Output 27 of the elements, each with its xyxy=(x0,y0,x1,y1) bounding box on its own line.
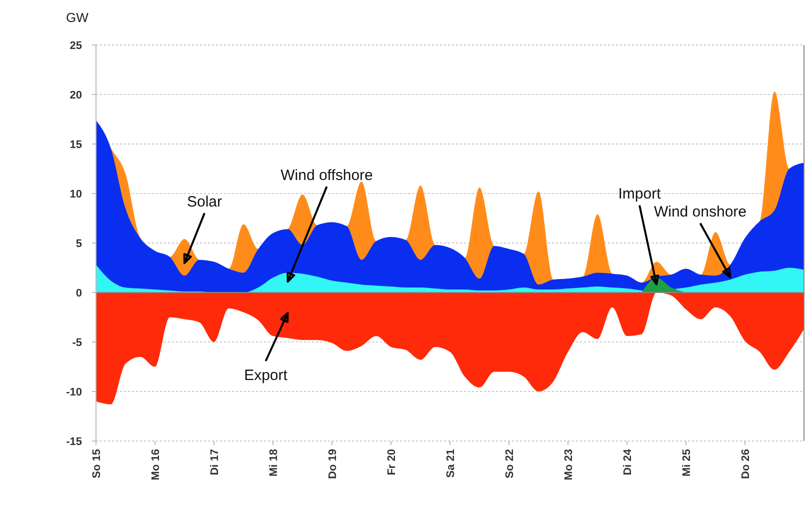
text: Wind offshore xyxy=(280,166,373,184)
x-tick-label: Sa 21 xyxy=(444,449,457,478)
x-tick-label: Di 17 xyxy=(208,449,221,476)
x-tick-label: Mo 16 xyxy=(150,449,162,480)
x-tick-label: Mi 25 xyxy=(680,449,693,477)
y-tick-label: -15 xyxy=(66,436,82,448)
text: Import xyxy=(618,186,662,203)
x-tick-label: Do 26 xyxy=(740,449,752,479)
series-label: Solar xyxy=(186,193,222,210)
series-label: Export xyxy=(244,367,288,384)
x-tick-label: Mo 23 xyxy=(562,449,575,480)
y-tick-label: 25 xyxy=(70,40,82,52)
x-tick-label: Do 19 xyxy=(326,449,339,479)
y-tick-label: -10 xyxy=(66,386,82,398)
y-tick-label: 20 xyxy=(70,89,82,102)
x-tick-label: So 22 xyxy=(504,449,516,478)
y-axis-title: GW xyxy=(66,10,90,25)
y-tick-label: 5 xyxy=(76,238,82,250)
x-tick-label: Di 24 xyxy=(622,448,634,476)
x-tick-label: Mi 18 xyxy=(268,449,280,477)
y-tick-label: 10 xyxy=(70,188,82,200)
x-tick-label: So 15 xyxy=(90,449,103,478)
y-tick-label: 15 xyxy=(70,138,82,151)
y-tick-label: 0 xyxy=(76,287,82,300)
x-tick-label: Fr 20 xyxy=(386,449,398,476)
y-tick-label: -5 xyxy=(72,336,82,349)
series-label: Wind onshore xyxy=(654,204,747,221)
